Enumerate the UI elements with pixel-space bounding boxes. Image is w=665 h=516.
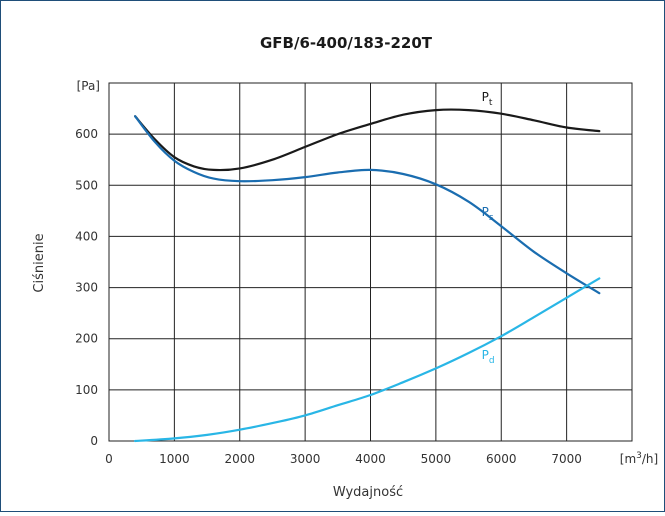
series-labels: Pt Ps Pd <box>482 90 495 366</box>
y-tick-label: 600 <box>75 127 98 141</box>
grid <box>108 82 633 442</box>
series <box>134 108 601 443</box>
x-axis-label: Wydajność <box>333 485 403 500</box>
x-tick-label: 3000 <box>290 452 321 466</box>
x-unit-post: /h] <box>642 452 658 466</box>
y-tick-label: 0 <box>90 434 98 448</box>
x-tick-label: 6000 <box>486 452 517 466</box>
y-axis-label: Ciśnienie <box>32 233 47 292</box>
series-label-pd: Pd <box>482 348 495 366</box>
y-unit-label: [Pa] <box>77 79 100 93</box>
x-tick-label: 4000 <box>355 452 386 466</box>
x-tick-label: 2000 <box>224 452 255 466</box>
series-label-ps: Ps <box>482 205 494 223</box>
series-line-pd <box>134 277 601 443</box>
series-label-pt: Pt <box>482 90 493 108</box>
y-tick-label: 300 <box>75 281 98 295</box>
y-tick-label: 500 <box>75 178 98 192</box>
chart-title: GFB/6-400/183-220T <box>260 34 433 52</box>
x-tick-label: 7000 <box>551 452 582 466</box>
x-tick-label: 5000 <box>421 452 452 466</box>
y-tick-label: 200 <box>75 332 98 346</box>
y-tick-label: 400 <box>75 229 98 243</box>
x-tick-label: 1000 <box>159 452 190 466</box>
x-unit-pre: [m <box>620 452 636 466</box>
x-tick-label: 0 <box>105 452 113 466</box>
series-line-pt <box>134 108 601 172</box>
x-unit-label: [m3/h] <box>620 451 658 466</box>
tick-labels: 0 1000 2000 3000 4000 5000 6000 7000 0 100 200 300 4… <box>75 127 582 466</box>
y-tick-label: 100 <box>75 383 98 397</box>
x-unit-sup: 3 <box>636 451 642 461</box>
series-line-ps <box>134 115 601 295</box>
